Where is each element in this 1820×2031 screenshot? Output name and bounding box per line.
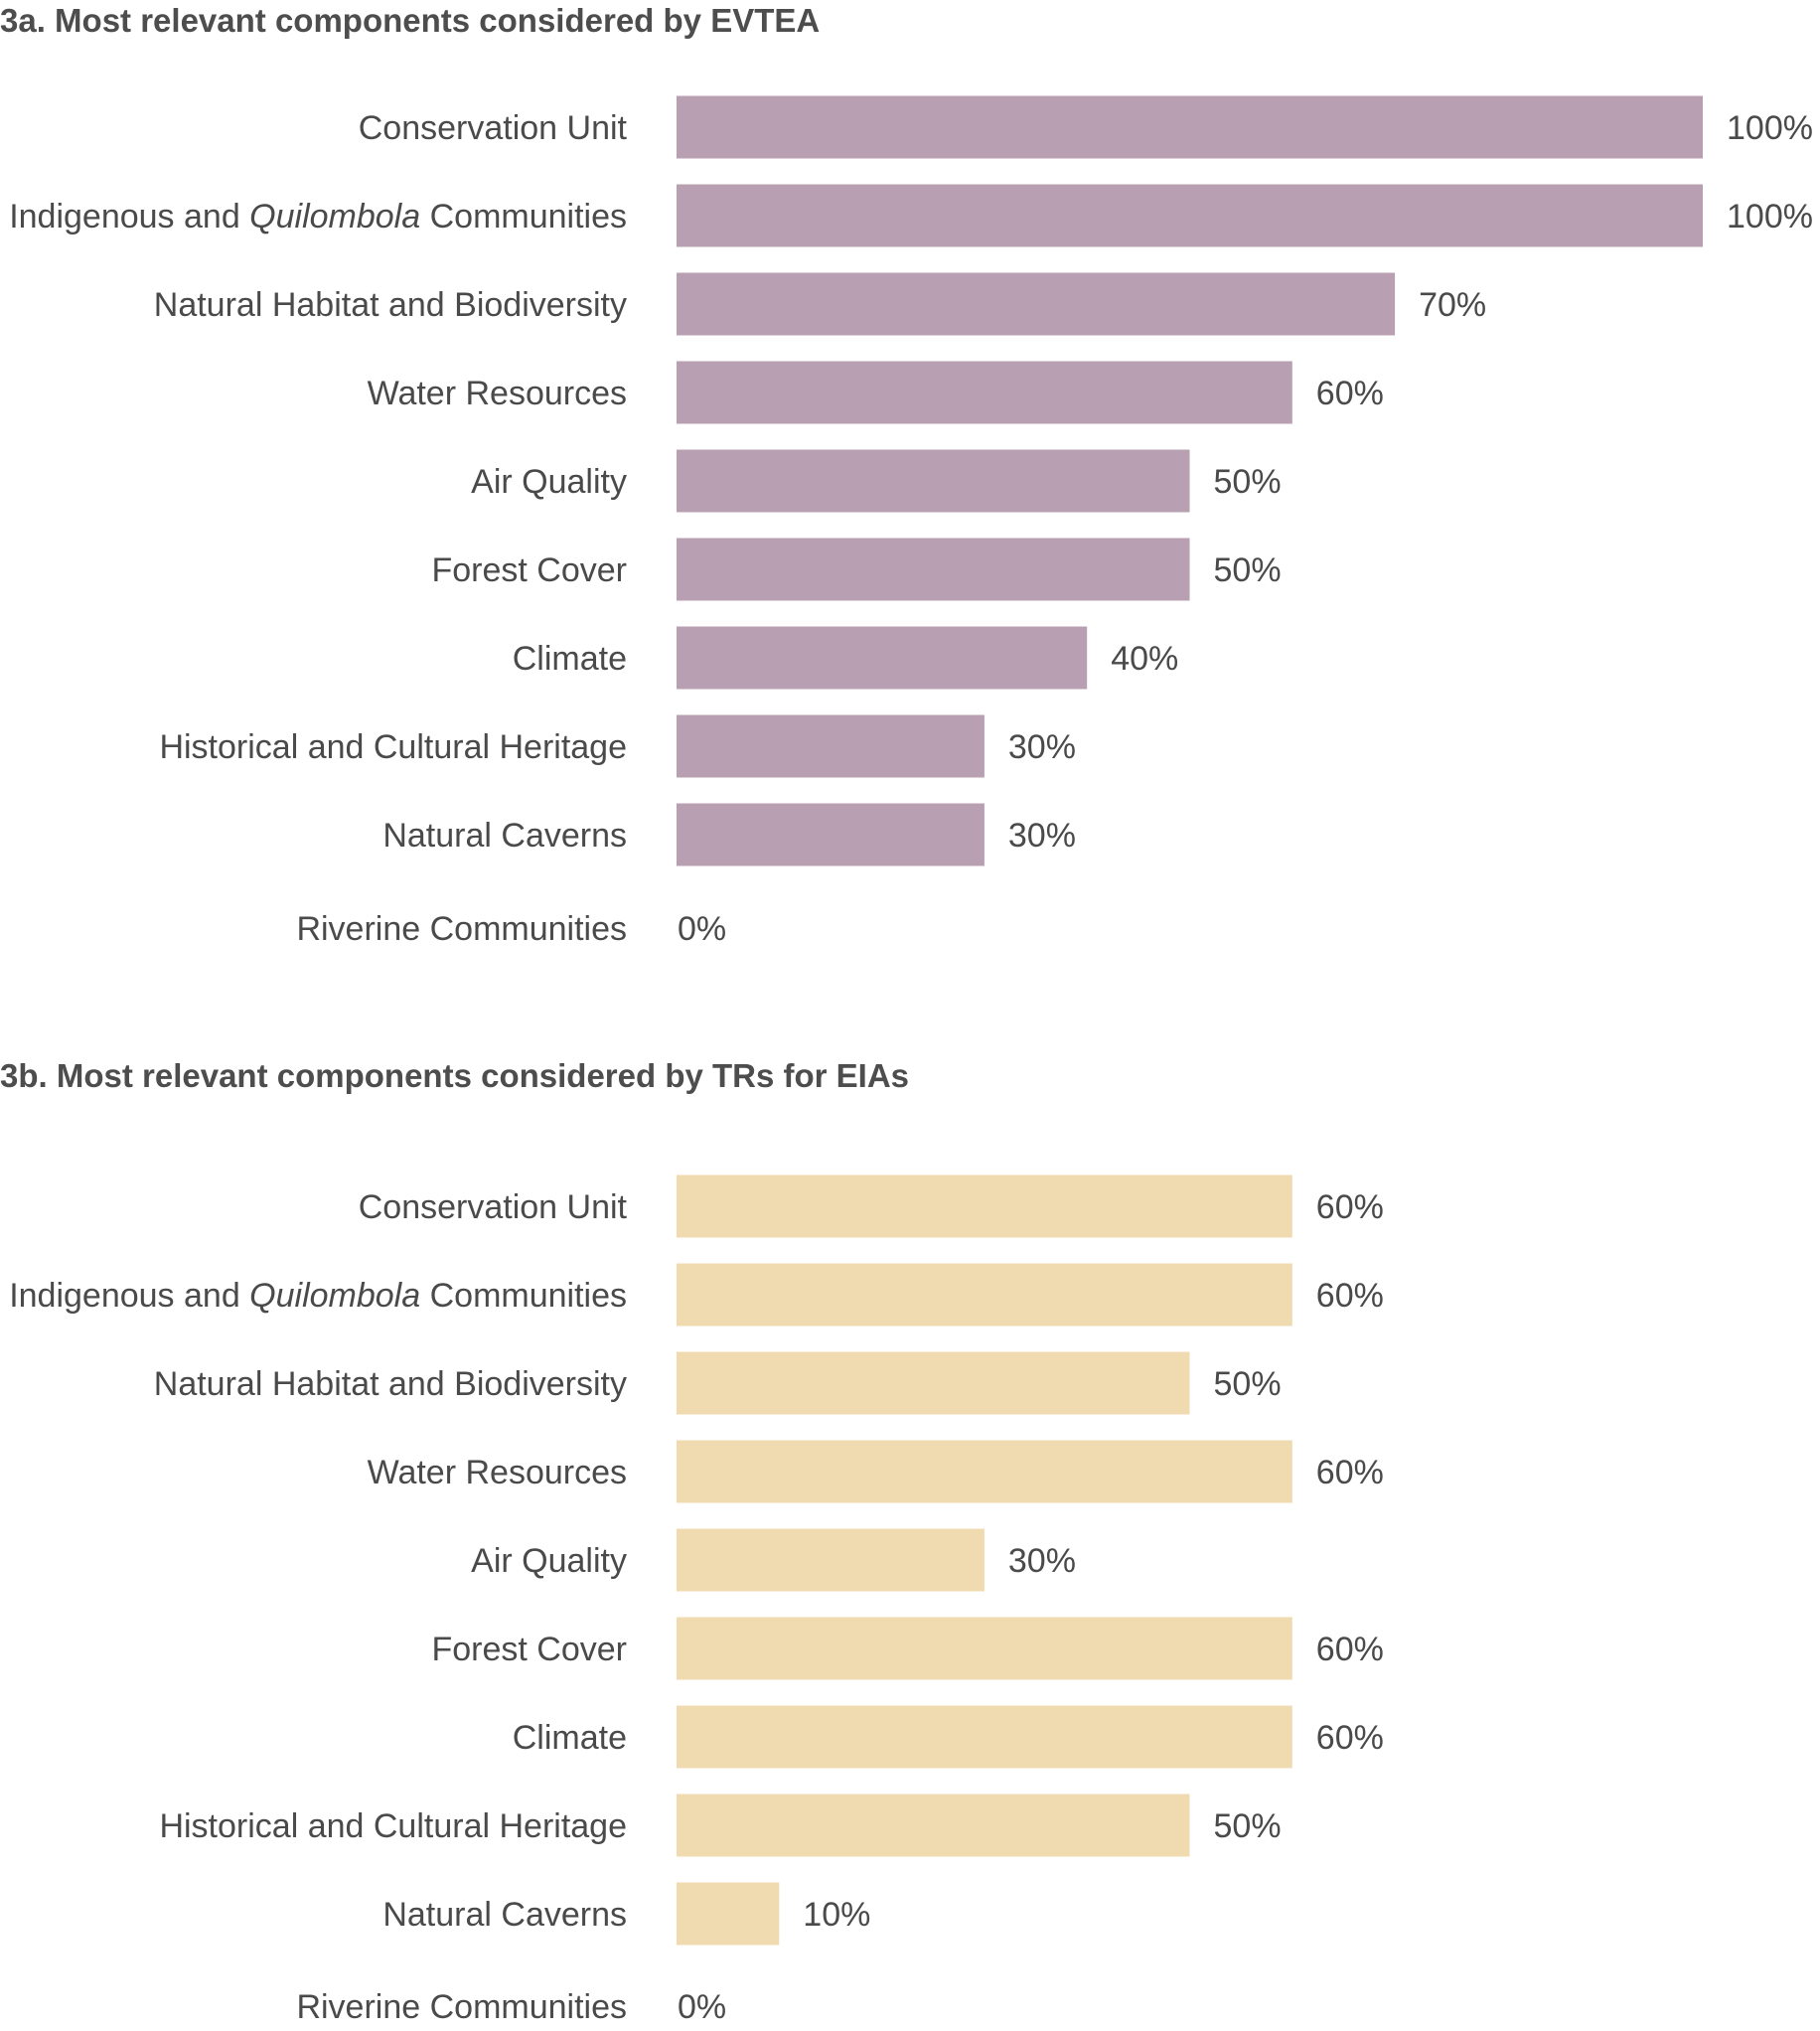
- value-label: 60%: [1316, 1719, 1384, 1757]
- value-label: 70%: [1419, 286, 1486, 324]
- bar: [677, 1794, 1190, 1857]
- value-label: 30%: [1008, 817, 1076, 855]
- category-label: Indigenous and Quilombola Communities: [9, 1277, 627, 1315]
- category-label: Water Resources: [368, 375, 627, 412]
- category-label: Climate: [513, 1719, 627, 1757]
- bar: [677, 1882, 780, 1946]
- category-label: Air Quality: [471, 1542, 627, 1580]
- bar: [677, 449, 1190, 513]
- value-label: 60%: [1316, 1277, 1384, 1315]
- category-label: Natural Caverns: [382, 817, 627, 855]
- category-label: Climate: [513, 640, 627, 678]
- bar: [677, 1528, 985, 1592]
- value-label: 50%: [1214, 551, 1282, 589]
- chart-3a-title: 3a. Most relevant components considered …: [0, 2, 820, 39]
- bar: [677, 184, 1703, 247]
- category-label: Forest Cover: [432, 551, 628, 589]
- value-label: 60%: [1316, 1631, 1384, 1668]
- chart-3a-plot: Conservation Unit 100% Indigenous and Quil…: [9, 95, 1813, 948]
- bar: [677, 1440, 1292, 1503]
- value-label: 100%: [1727, 109, 1813, 147]
- category-label: Historical and Cultural Heritage: [159, 728, 627, 766]
- value-label: 100%: [1727, 198, 1813, 235]
- chart-3b-plot: Conservation Unit 60% Indigenous and Quilo…: [9, 1174, 1384, 2026]
- category-label: Conservation Unit: [359, 109, 628, 147]
- value-label: 60%: [1316, 1188, 1384, 1226]
- bar: [677, 714, 985, 778]
- category-label: Natural Habitat and Biodiversity: [154, 1365, 627, 1403]
- value-label: 50%: [1214, 463, 1282, 501]
- category-label: Conservation Unit: [359, 1188, 628, 1226]
- value-label: 10%: [803, 1896, 870, 1934]
- value-label: 60%: [1316, 1454, 1384, 1491]
- value-label: 0%: [678, 1988, 726, 2026]
- category-label: Water Resources: [368, 1454, 627, 1491]
- bar: [677, 626, 1088, 690]
- category-label: Riverine Communities: [296, 910, 627, 948]
- category-label: Forest Cover: [432, 1631, 628, 1668]
- bar: [677, 1617, 1292, 1680]
- bar: [677, 1174, 1292, 1238]
- value-label: 50%: [1214, 1807, 1282, 1845]
- bar: [677, 272, 1396, 336]
- category-label: Air Quality: [471, 463, 627, 501]
- bar: [677, 361, 1292, 424]
- category-label: Natural Caverns: [382, 1896, 627, 1934]
- chart-3b-title: 3b. Most relevant components considered …: [0, 1057, 909, 1094]
- bar: [677, 1705, 1292, 1769]
- value-label: 60%: [1316, 375, 1384, 412]
- bar: [677, 1263, 1292, 1327]
- value-label: 30%: [1008, 1542, 1076, 1580]
- category-label: Indigenous and Quilombola Communities: [9, 198, 627, 235]
- category-label: Natural Habitat and Biodiversity: [154, 286, 627, 324]
- bar: [677, 95, 1703, 159]
- bar: [677, 803, 985, 866]
- value-label: 50%: [1214, 1365, 1282, 1403]
- value-label: 40%: [1111, 640, 1178, 678]
- category-label: Historical and Cultural Heritage: [159, 1807, 627, 1845]
- bar: [677, 538, 1190, 601]
- value-label: 0%: [678, 910, 726, 948]
- value-label: 30%: [1008, 728, 1076, 766]
- bar: [677, 1351, 1190, 1415]
- category-label: Riverine Communities: [296, 1988, 627, 2026]
